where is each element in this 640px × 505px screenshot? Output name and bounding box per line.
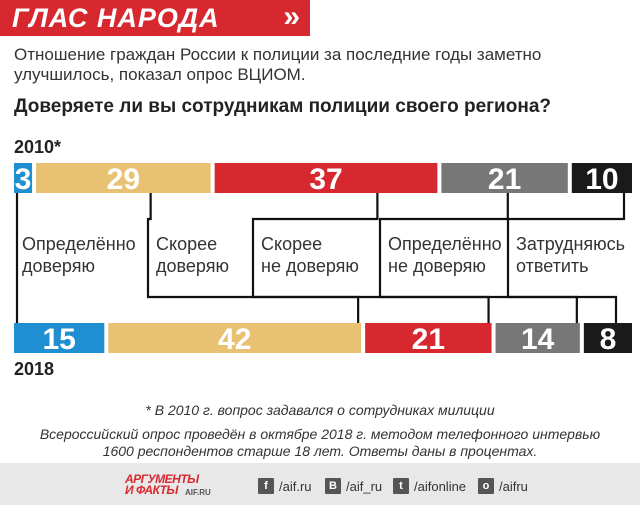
data-label: 8: [600, 323, 617, 356]
bar-2010-3: [441, 163, 568, 193]
bar-2018-1: [108, 323, 362, 353]
category-label: доверяю: [22, 256, 95, 276]
facebook-icon: f: [258, 478, 274, 494]
data-label: 14: [521, 323, 555, 356]
odnoklassniki-icon: о: [478, 478, 494, 494]
category-label: доверяю: [156, 256, 229, 276]
footer: АРГУМЕНТЫ И ФАКТЫ AIF.RU f /aif.ru В /ai…: [0, 463, 640, 505]
social-facebook[interactable]: f /aif.ru: [258, 478, 312, 494]
logo-line1: АРГУМЕНТЫ: [125, 472, 199, 486]
aif-logo[interactable]: АРГУМЕНТЫ И ФАКТЫ AIF.RU: [125, 472, 225, 498]
chart-question: Доверяете ли вы сотрудникам полиции свое…: [14, 96, 551, 117]
social-facebook-text: /aif.ru: [279, 478, 312, 494]
header-title: ГЛАС НАРОДА: [12, 3, 220, 33]
category-label: не доверяю: [388, 256, 486, 276]
bar-2018-0: [14, 323, 105, 353]
category-label: не доверяю: [261, 256, 359, 276]
connector-line: [506, 193, 626, 323]
bar-2010-4: [571, 163, 632, 193]
social-twitter-text: /aifonline: [414, 478, 467, 494]
category-label: Скорее: [156, 234, 217, 254]
category-label: Скорее: [261, 234, 322, 254]
twitter-icon: t: [393, 478, 409, 494]
subtitle: Отношение граждан России к полиции за по…: [14, 45, 542, 84]
data-label: 3: [15, 163, 32, 196]
data-label: 42: [218, 323, 251, 356]
connector-line: [146, 193, 360, 323]
bar-2010-1: [36, 163, 211, 193]
connector-line: [378, 193, 578, 323]
year-label-2018: 2018: [14, 359, 55, 379]
social-vk[interactable]: В /aif_ru: [325, 478, 382, 494]
data-label: 29: [107, 163, 140, 196]
double-chevron-right-icon[interactable]: »: [283, 0, 300, 33]
data-label: 21: [488, 163, 521, 196]
social-odnoklassniki[interactable]: о /aifru: [478, 478, 528, 494]
bar-2018-2: [365, 323, 492, 353]
data-label: 21: [412, 323, 445, 356]
bar-2010-0: [14, 163, 33, 193]
social-odnoklassniki-text: /aifru: [499, 478, 528, 494]
asterisk-note: * В 2010 г. вопрос задавался о сотрудник…: [145, 402, 495, 418]
data-label: 15: [42, 323, 75, 356]
method-note-line1: Всероссийский опрос проведён в октябре 2…: [39, 426, 601, 442]
social-twitter[interactable]: t /aifonline: [393, 478, 466, 494]
bar-2018-3: [495, 323, 580, 353]
logo-line2: И ФАКТЫ: [125, 483, 178, 497]
data-label: 10: [585, 163, 618, 196]
category-label: Определённо: [22, 234, 136, 254]
bar-2018-4: [583, 323, 632, 353]
method-note-line2: 1600 респондентов старше 18 лет. Ответы …: [102, 443, 538, 459]
logo-site: AIF.RU: [185, 488, 211, 497]
vk-icon: В: [325, 478, 341, 494]
category-label: Затрудняюсь: [516, 234, 625, 254]
year-label-2010: 2010*: [14, 137, 62, 157]
category-label: ответить: [516, 256, 589, 276]
category-label: Определённо: [388, 234, 502, 254]
header-banner: ГЛАС НАРОДА »: [0, 0, 310, 36]
bar-2010-2: [214, 163, 438, 193]
data-label: 37: [309, 163, 342, 196]
social-vk-text: /aif_ru: [346, 478, 383, 494]
connector-line: [251, 193, 490, 323]
